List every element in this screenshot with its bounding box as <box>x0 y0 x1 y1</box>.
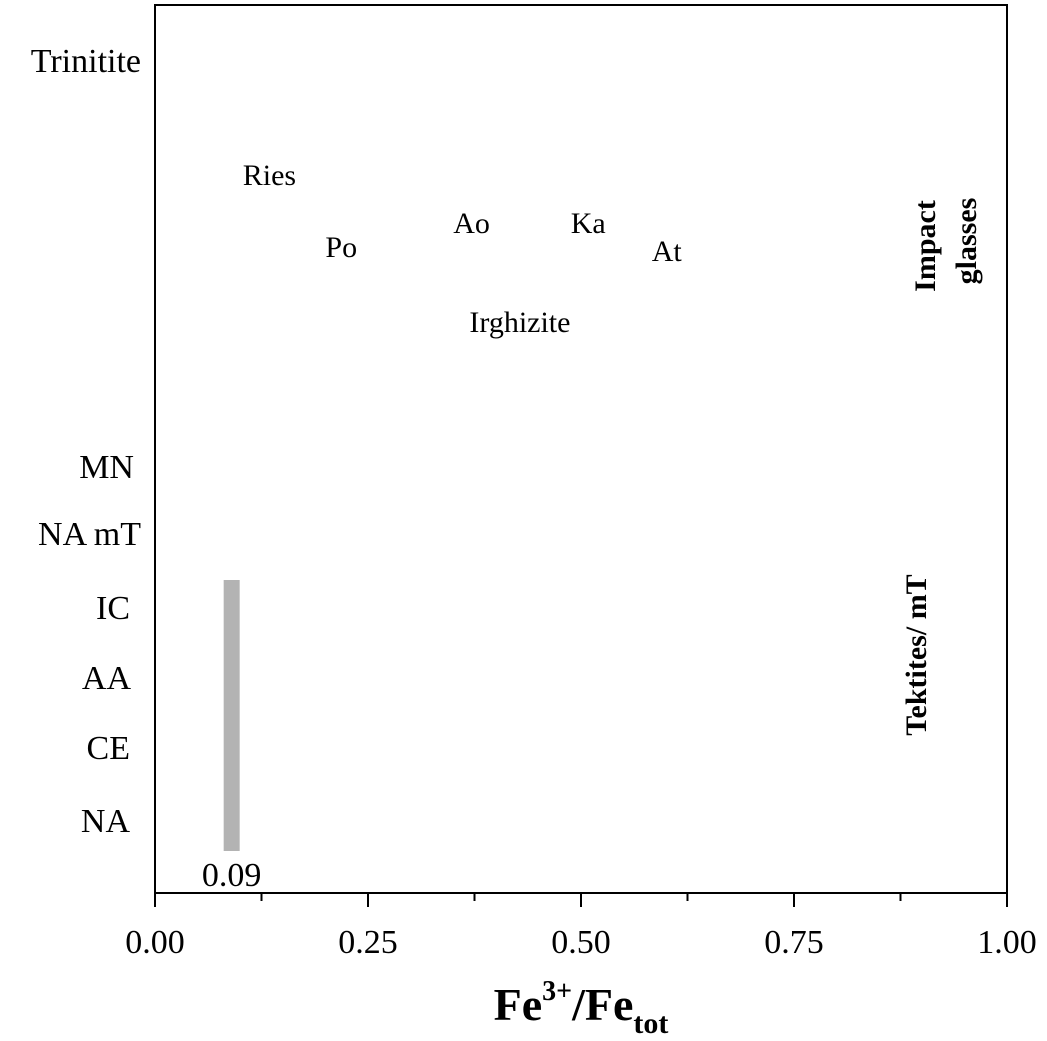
point-label-po: Po <box>325 231 357 264</box>
x-tick-label: 0.25 <box>338 924 398 961</box>
category-label-mn: MN <box>79 449 134 486</box>
x-axis-title-mid: /Fe <box>571 979 633 1030</box>
category-label-ce: CE <box>87 730 130 767</box>
x-axis-title: Fe3+/Fetot <box>494 976 669 1036</box>
range-bar-label: 0.09 <box>202 857 262 894</box>
point-label-ries: Ries <box>243 159 296 192</box>
x-axis: 0.00 0.25 0.50 0.75 1.00 <box>125 893 1037 961</box>
category-label-aa: AA <box>82 660 132 697</box>
plot-frame <box>154 4 1008 894</box>
x-tick-label: 1.00 <box>977 924 1037 961</box>
x-tick-label: 0.00 <box>125 924 185 961</box>
x-tick-label: 0.50 <box>551 924 611 961</box>
point-label-at: At <box>652 235 683 268</box>
range-bar <box>223 580 240 851</box>
x-axis-title-sup: 3+ <box>542 976 572 1007</box>
group-label-impact: Impact <box>909 200 942 292</box>
group-label-tektites: Tektites/ mT <box>900 574 933 735</box>
point-label-ao: Ao <box>453 207 490 240</box>
x-axis-title-sub: tot <box>633 1007 668 1036</box>
category-label-na: NA <box>81 803 131 840</box>
category-label-trinitite: Trinitite <box>31 43 141 80</box>
point-label-ka: Ka <box>571 207 606 240</box>
point-labels: Ries Po Ao Ka At Irghizite <box>243 159 683 339</box>
point-label-irghizite: Irghizite <box>469 306 570 339</box>
category-label-na-mt: NA mT <box>38 516 141 553</box>
group-labels: Impact glasses Tektites/ mT <box>900 198 983 736</box>
x-tick-label: 0.75 <box>764 924 824 961</box>
category-labels: Trinitite MN NA mT IC AA CE NA <box>31 43 141 840</box>
x-axis-title-base: Fe <box>494 979 543 1030</box>
category-label-ic: IC <box>96 590 130 627</box>
group-label-glasses: glasses <box>950 198 983 285</box>
